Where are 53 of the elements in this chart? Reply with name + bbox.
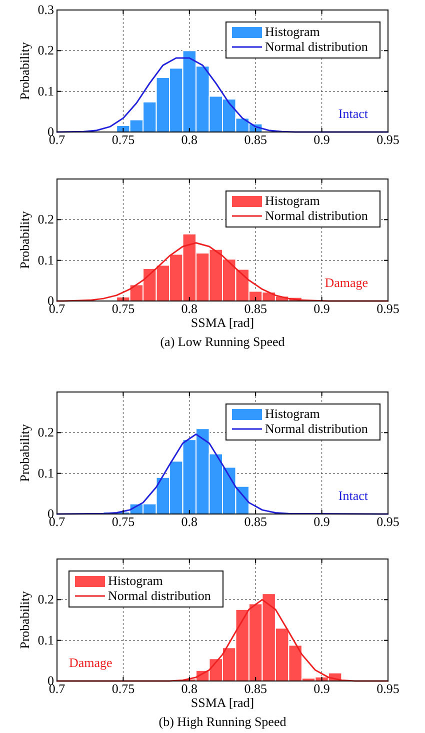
x-tick-label: 0.95 <box>376 681 400 696</box>
y-tick-label: 0.2 <box>38 42 54 58</box>
annotation: Intact <box>338 106 368 121</box>
legend-label: Histogram <box>108 573 163 588</box>
x-tick-label: 0.75 <box>112 681 135 696</box>
x-axis-title: SSMA [rad] <box>190 695 254 710</box>
x-axis-title: SSMA [rad] <box>190 315 254 330</box>
annotation: Damage <box>324 275 368 290</box>
y-tick-label: 0.1 <box>38 465 54 480</box>
legend-label: Normal distribution <box>265 208 368 223</box>
x-tick-label: 0.8 <box>181 681 198 696</box>
line-series <box>56 598 389 682</box>
x-tick-label: 0.8 <box>181 132 198 147</box>
y-axis-title: Probability <box>17 42 32 100</box>
x-tick-label: 0.95 <box>376 514 400 529</box>
x-tick-label: 0.85 <box>244 132 267 147</box>
legend-label: Histogram <box>265 24 320 39</box>
y-tick-label: 0.2 <box>38 592 54 607</box>
x-tick-label: 0.9 <box>314 514 330 529</box>
line-series <box>56 57 389 133</box>
legend-label: Normal distribution <box>265 421 368 436</box>
x-tick-label: 0.8 <box>181 301 198 316</box>
x-tick-label: 0.95 <box>376 132 400 147</box>
x-tick-label: 0.8 <box>181 514 198 529</box>
y-tick-label: 0.2 <box>38 424 54 440</box>
x-tick-label: 0.85 <box>244 681 267 696</box>
legend-label: Histogram <box>265 406 320 421</box>
legend-label: Normal distribution <box>265 39 368 54</box>
x-tick-label: 0.75 <box>112 132 135 147</box>
y-axis-title: Probability <box>17 424 32 482</box>
y-tick-label: 0.1 <box>38 632 54 648</box>
legend-label: Histogram <box>265 193 320 208</box>
legend-label: Normal distribution <box>108 588 212 603</box>
y-axis-title: Probability <box>17 210 32 269</box>
y-axis-title: Probability <box>17 590 32 649</box>
x-tick-label: 0.75 <box>112 514 135 529</box>
annotation: Damage <box>69 655 113 670</box>
y-tick-label: 0.2 <box>38 212 54 227</box>
line-series <box>56 434 389 515</box>
text: (a) Low Running Speed <box>160 334 286 349</box>
y-tick-label: 0.3 <box>38 2 54 17</box>
x-tick-label: 0.95 <box>376 301 400 316</box>
y-tick-label: 0.1 <box>38 252 54 268</box>
x-tick-label: 0.9 <box>314 132 330 147</box>
line-series <box>56 242 389 302</box>
annotation: Intact <box>338 488 368 503</box>
x-tick-label: 0.9 <box>314 681 330 696</box>
x-tick-label: 0.75 <box>112 301 135 316</box>
y-tick-label: 0.1 <box>38 83 54 98</box>
text: (b) High Running Speed <box>158 714 287 729</box>
x-tick-label: 0.85 <box>244 514 267 529</box>
x-tick-label: 0.9 <box>314 301 330 316</box>
x-tick-label: 0.85 <box>244 301 267 316</box>
